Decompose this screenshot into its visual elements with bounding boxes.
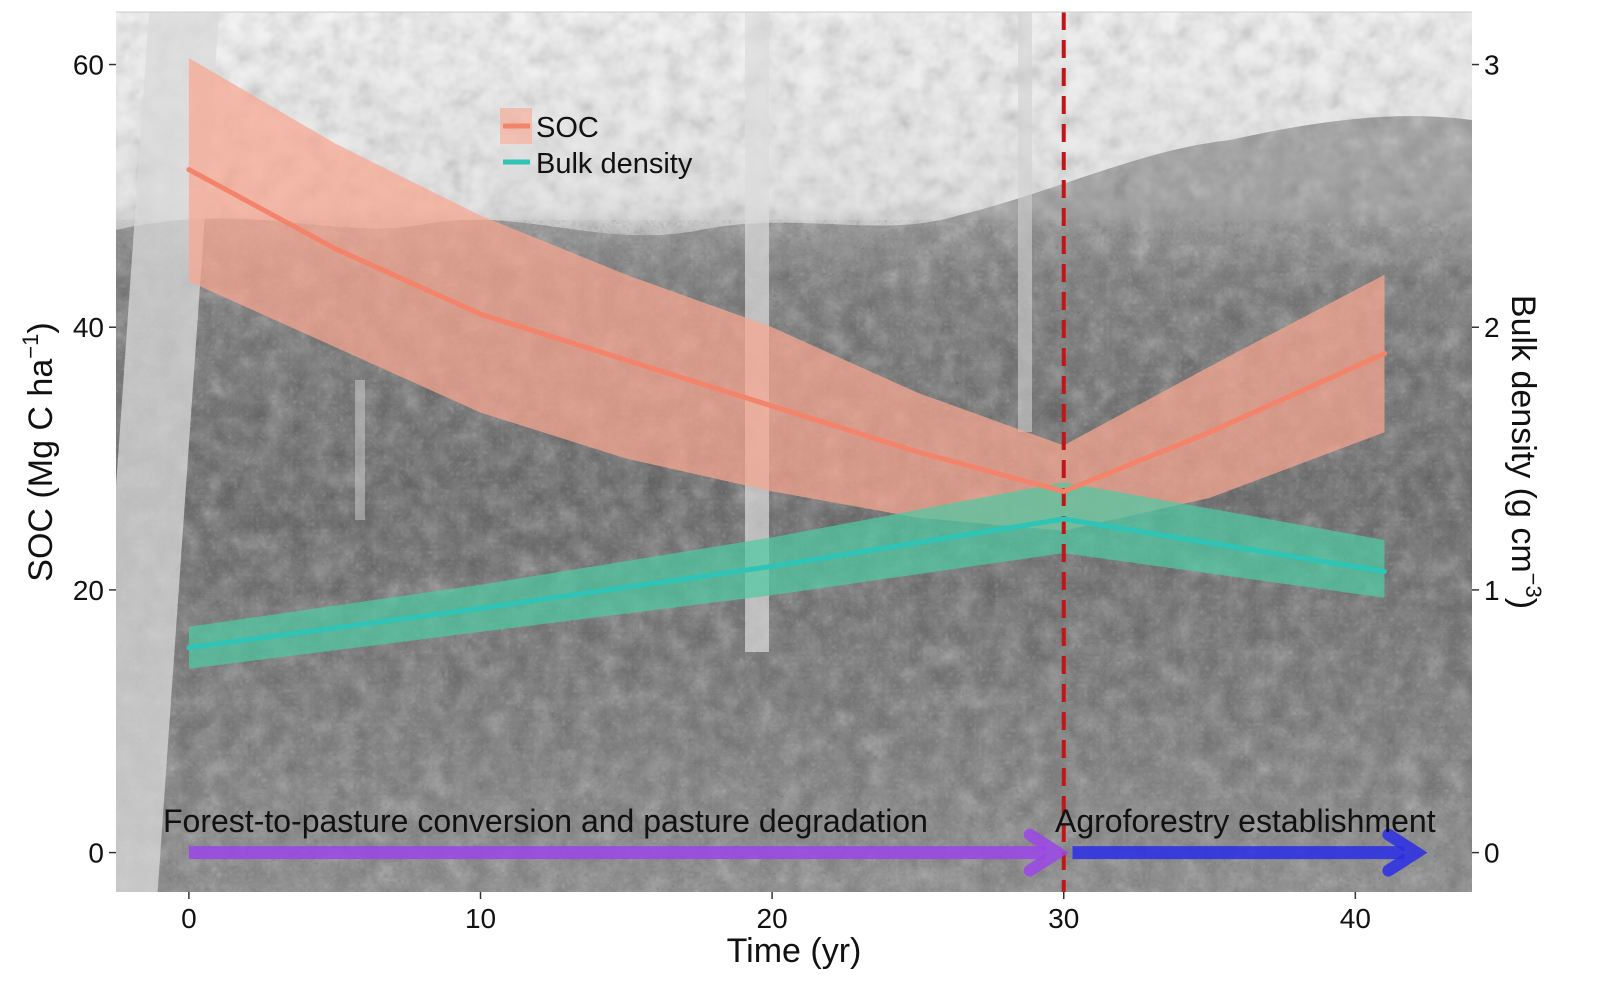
x-tick-label-10: 10 [465,903,496,934]
y-left-axis-title-main: SOC (Mg C ha [22,359,60,582]
phase-label-agroforestry: Agroforestry establishment [1055,803,1436,839]
phase-arrow-head-2 [1382,828,1428,877]
y-right-axis-title-exponent: −3 [1521,573,1546,598]
legend-label-soc: SOC [536,112,599,144]
y-left-tick-label-0: 0 [88,838,104,869]
line-bulk-density [186,516,1387,651]
y-left-axis-title-close: ) [22,322,60,333]
legend: SOC Bulk density [500,108,693,180]
x-tick-label-30: 30 [1048,903,1079,934]
line-soc [186,167,1387,494]
band-soc [188,58,1385,531]
x-tick-label-0: 0 [181,903,197,934]
y-left-tick-label-20: 20 [73,575,104,606]
phase-arrow-head-1 [1023,828,1069,877]
y-right-tick-label-0: 0 [1484,838,1500,869]
y-right-tick-label-2: 2 [1484,312,1500,343]
phase-label-forest-to-pasture: Forest-to-pasture conversion and pasture… [163,803,928,839]
y-right-axis-title: Bulk density (g cm−3) [1504,295,1546,609]
series-lines [186,167,1387,651]
y-right-axis-title-main: Bulk density (g cm [1504,295,1542,573]
y-left-axis-title: SOC (Mg C ha−1) [18,322,60,581]
x-tick-label-20: 20 [757,903,788,934]
legend-label-bulk-density: Bulk density [536,148,693,180]
y-left-axis-title-exponent: −1 [18,334,43,359]
y-left-tick-label-60: 60 [73,50,104,81]
y-right-tick-label-1: 1 [1484,575,1500,606]
phase-arrows [188,828,1428,877]
x-axis-title: Time (yr) [727,932,862,970]
y-right-tick-label-3: 3 [1484,50,1500,81]
band-bulk-density [188,482,1385,669]
x-tick-label-40: 40 [1340,903,1371,934]
y-left-tick-label-40: 40 [73,312,104,343]
axes: 0 10 20 30 40 0 20 40 60 0 1 2 3 [73,11,1500,934]
confidence-bands [188,58,1385,669]
y-right-axis-title-close: ) [1504,598,1542,609]
